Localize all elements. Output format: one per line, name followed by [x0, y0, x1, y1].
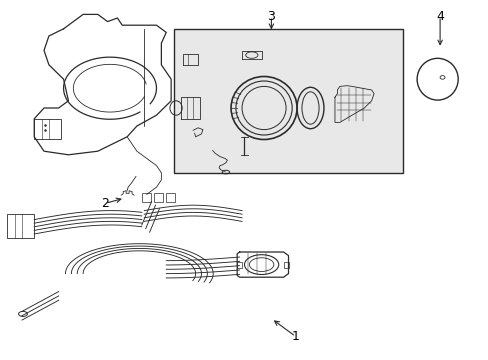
Bar	[142, 193, 150, 202]
Bar	[7, 214, 34, 238]
Text: 1: 1	[291, 330, 299, 343]
Text: 2: 2	[101, 197, 109, 210]
Text: 3: 3	[267, 10, 275, 23]
Bar	[283, 262, 288, 268]
Bar	[154, 193, 163, 202]
Bar	[166, 193, 175, 202]
Bar	[173, 29, 403, 173]
Text: 4: 4	[435, 10, 443, 23]
Bar	[236, 262, 241, 268]
Bar	[34, 119, 61, 139]
